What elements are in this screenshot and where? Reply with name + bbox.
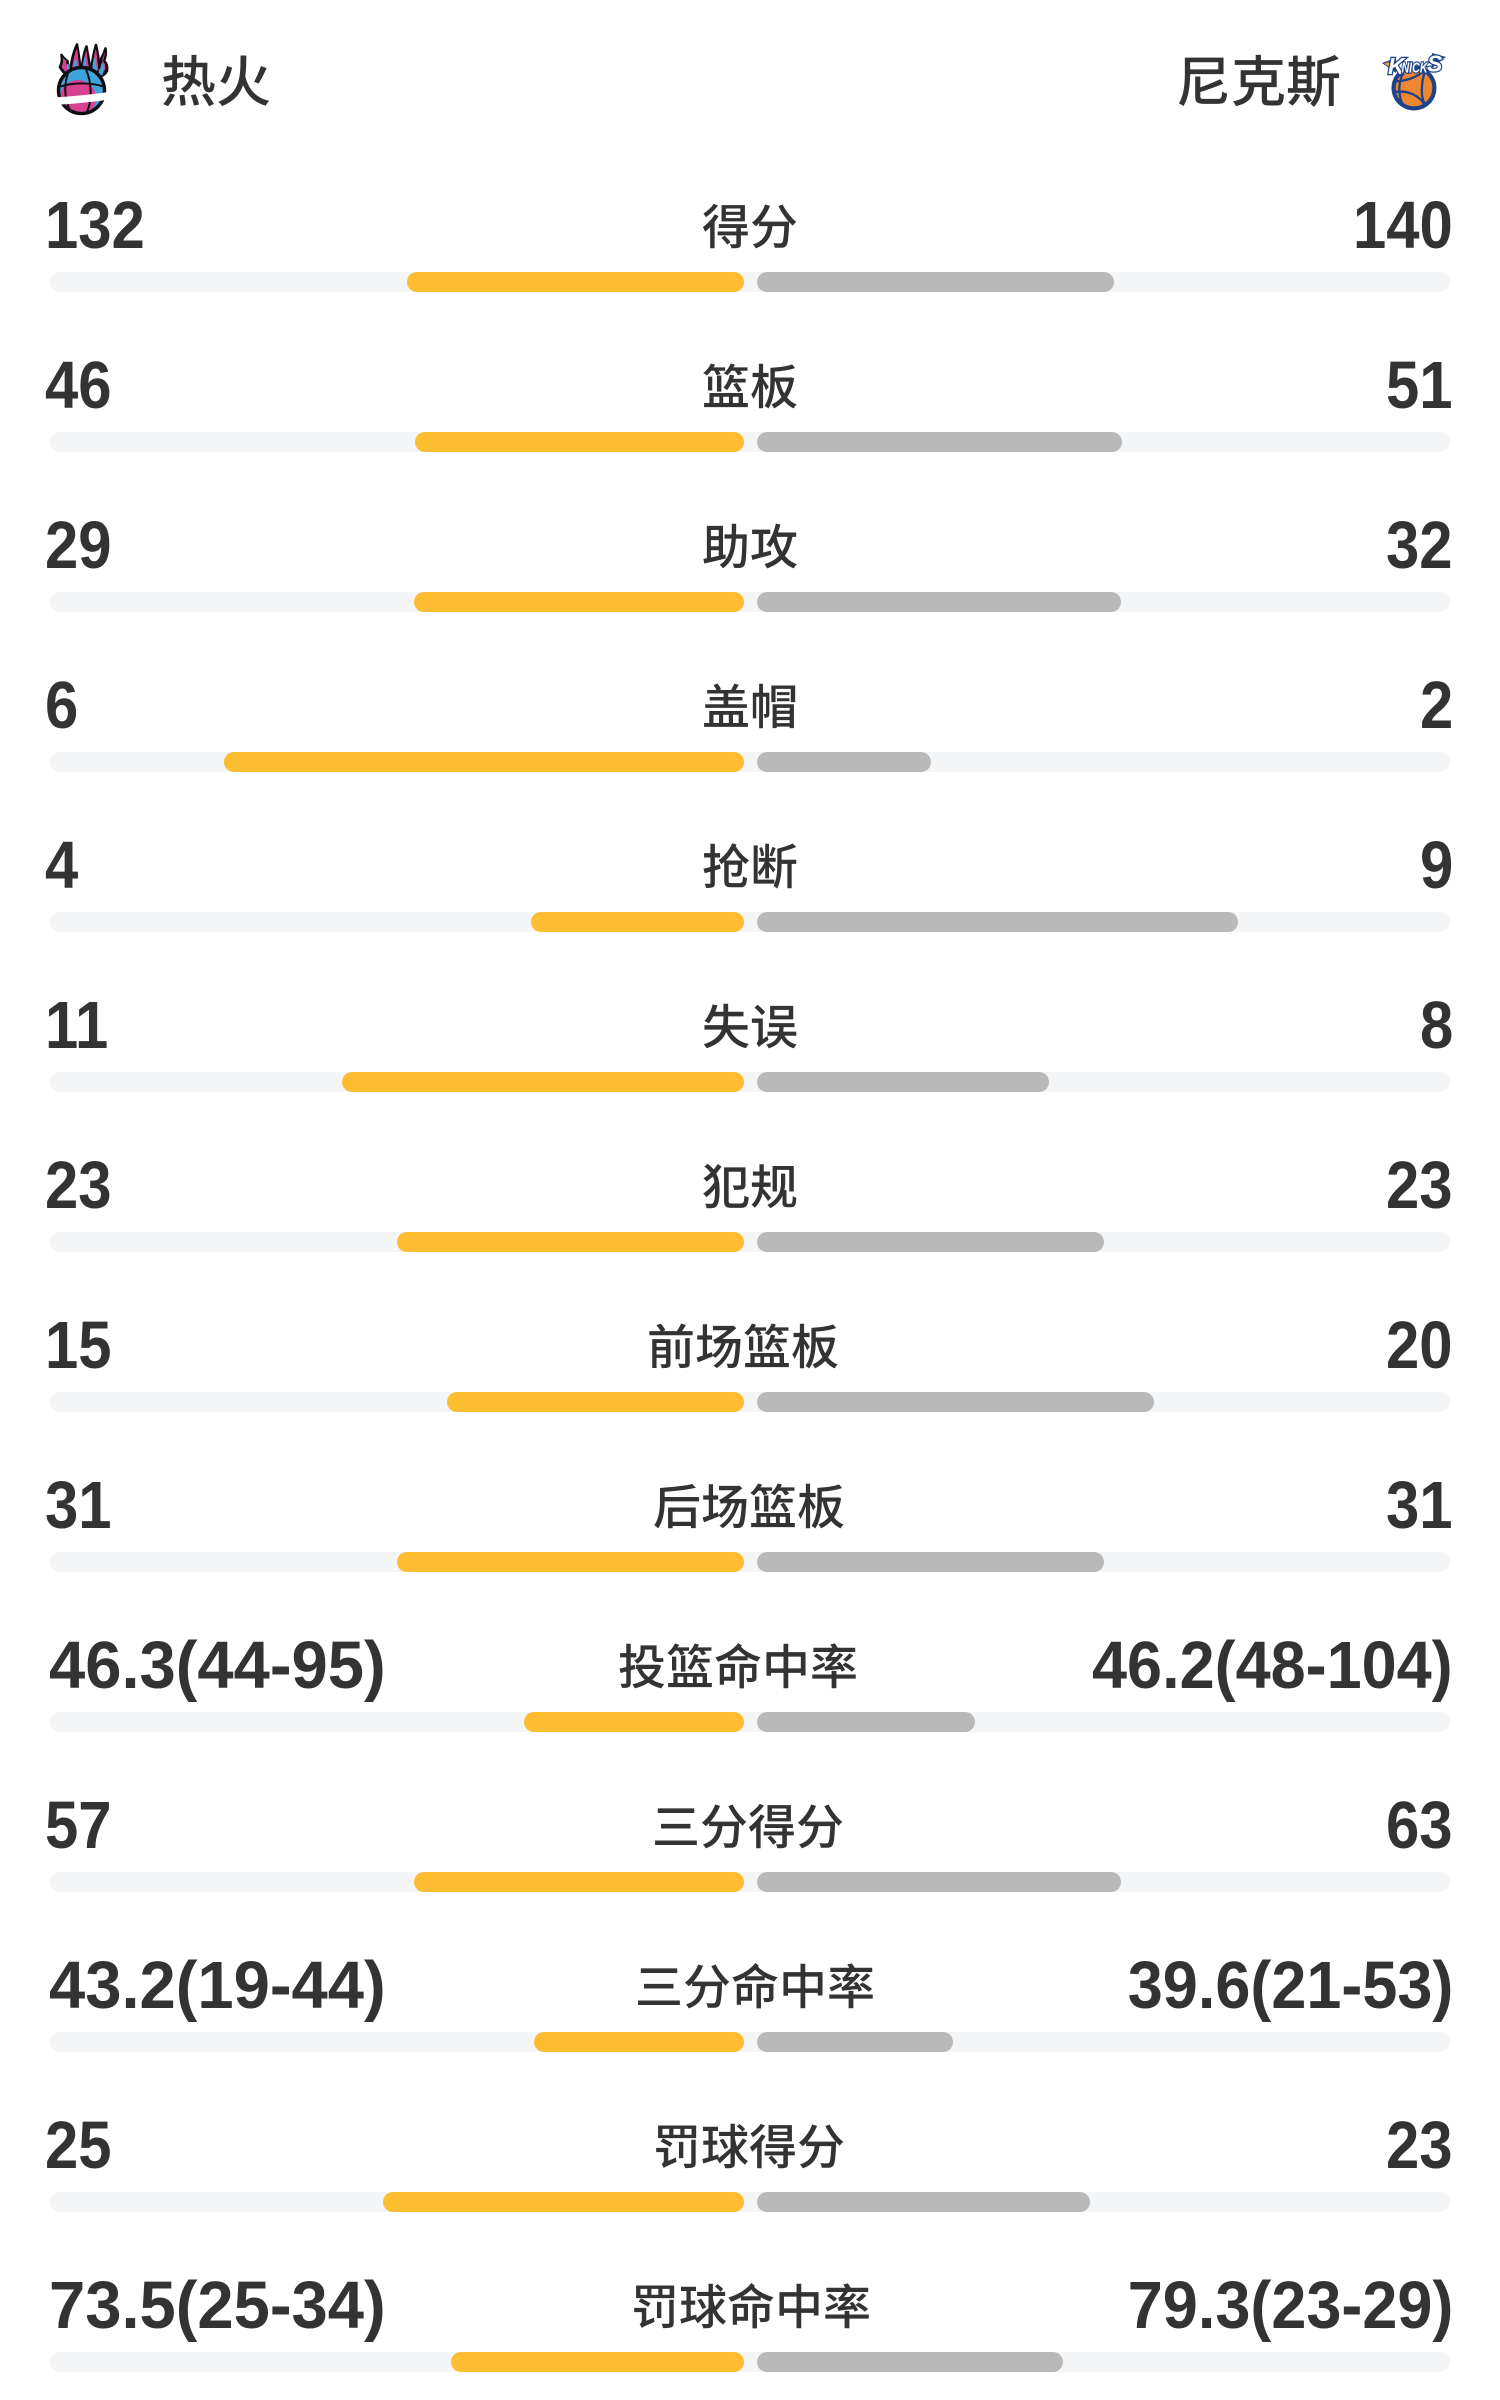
svg-text:S: S (1427, 51, 1443, 77)
svg-text:NICK: NICK (1402, 60, 1429, 77)
svg-text:K: K (1388, 53, 1406, 79)
